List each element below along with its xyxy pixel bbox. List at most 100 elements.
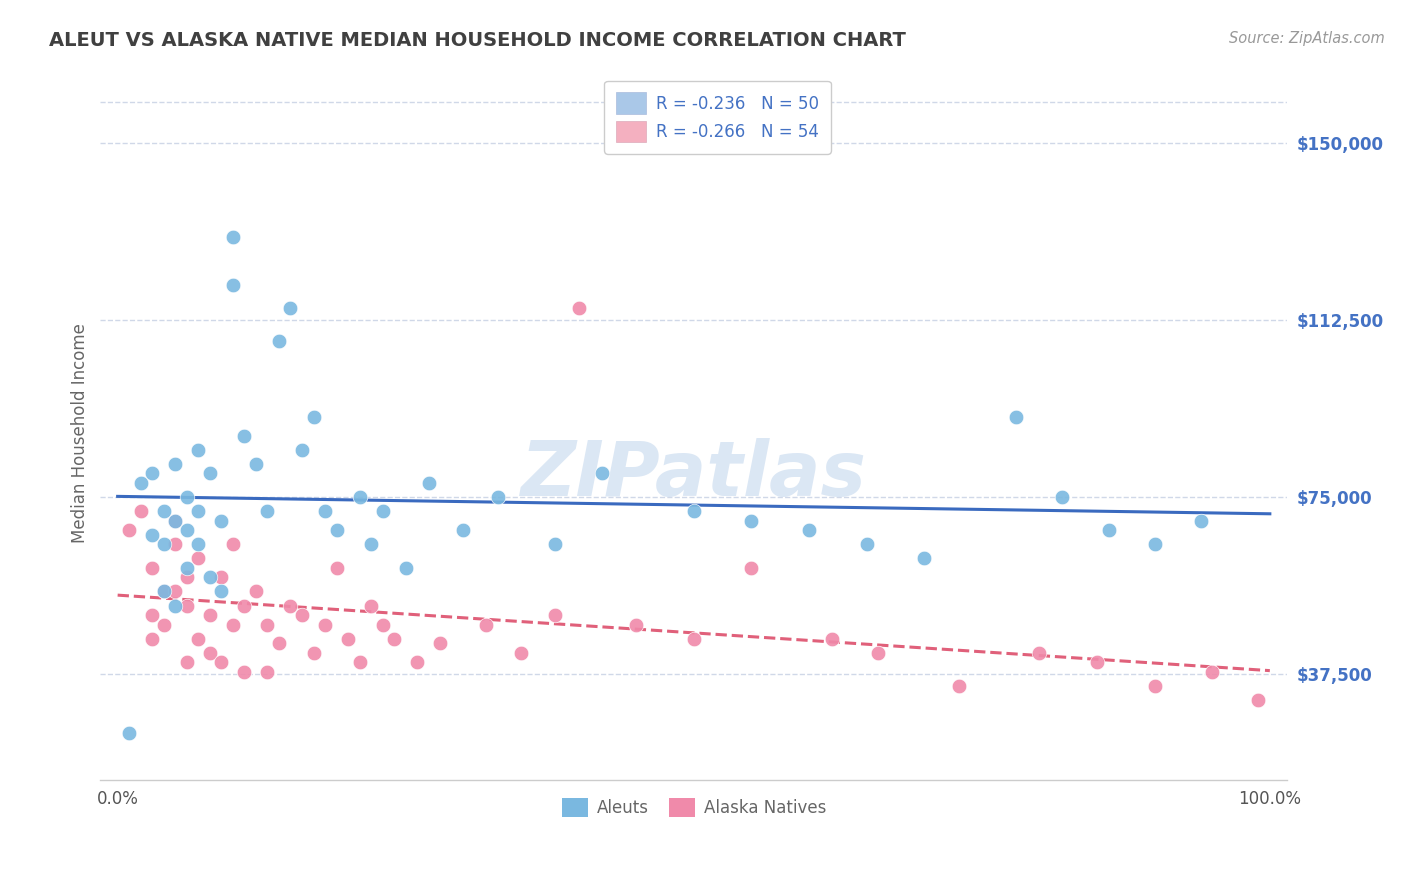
Point — [233, 665, 256, 679]
Point — [349, 490, 371, 504]
Point — [187, 551, 209, 566]
Text: Source: ZipAtlas.com: Source: ZipAtlas.com — [1229, 31, 1385, 46]
Point — [152, 504, 174, 518]
Point — [486, 490, 509, 504]
Point — [821, 632, 844, 646]
Point — [682, 632, 704, 646]
Point — [187, 537, 209, 551]
Point — [222, 617, 245, 632]
Point — [141, 608, 163, 623]
Point — [740, 561, 762, 575]
Point — [176, 570, 198, 584]
Point — [371, 504, 394, 518]
Point — [222, 230, 245, 244]
Point — [1201, 665, 1223, 679]
Point — [152, 537, 174, 551]
Point — [209, 655, 232, 669]
Point — [740, 514, 762, 528]
Point — [1085, 655, 1108, 669]
Point — [395, 561, 418, 575]
Text: ZIPatlas: ZIPatlas — [520, 438, 866, 512]
Point — [233, 428, 256, 442]
Point — [337, 632, 360, 646]
Point — [187, 632, 209, 646]
Point — [1052, 490, 1074, 504]
Point — [453, 523, 475, 537]
Point — [118, 523, 141, 537]
Point — [382, 632, 405, 646]
Point — [209, 570, 232, 584]
Point — [198, 608, 221, 623]
Point — [176, 523, 198, 537]
Point — [325, 523, 347, 537]
Point — [544, 608, 567, 623]
Point — [209, 584, 232, 599]
Point — [176, 490, 198, 504]
Point — [165, 457, 187, 471]
Point — [165, 537, 187, 551]
Point — [280, 599, 302, 613]
Point — [152, 584, 174, 599]
Point — [222, 537, 245, 551]
Point — [245, 457, 267, 471]
Point — [509, 646, 531, 660]
Point — [360, 537, 382, 551]
Point — [418, 475, 440, 490]
Point — [475, 617, 498, 632]
Point — [222, 277, 245, 292]
Point — [371, 617, 394, 632]
Point — [141, 467, 163, 481]
Point — [187, 442, 209, 457]
Point — [245, 584, 267, 599]
Point — [267, 334, 290, 349]
Text: ALEUT VS ALASKA NATIVE MEDIAN HOUSEHOLD INCOME CORRELATION CHART: ALEUT VS ALASKA NATIVE MEDIAN HOUSEHOLD … — [49, 31, 905, 50]
Legend: Aleuts, Alaska Natives: Aleuts, Alaska Natives — [555, 791, 832, 824]
Point — [291, 442, 314, 457]
Point — [1189, 514, 1212, 528]
Point — [1028, 646, 1050, 660]
Point — [187, 504, 209, 518]
Point — [291, 608, 314, 623]
Point — [176, 655, 198, 669]
Point — [165, 599, 187, 613]
Point — [855, 537, 877, 551]
Point — [141, 528, 163, 542]
Point — [256, 504, 278, 518]
Point — [797, 523, 820, 537]
Point — [314, 504, 336, 518]
Point — [1097, 523, 1119, 537]
Point — [302, 646, 325, 660]
Point — [165, 584, 187, 599]
Point — [176, 561, 198, 575]
Point — [152, 584, 174, 599]
Point — [591, 467, 613, 481]
Point — [325, 561, 347, 575]
Point — [129, 475, 152, 490]
Point — [948, 679, 970, 693]
Point — [1247, 693, 1270, 707]
Point — [624, 617, 647, 632]
Point — [360, 599, 382, 613]
Point — [198, 467, 221, 481]
Point — [406, 655, 429, 669]
Point — [152, 617, 174, 632]
Point — [141, 632, 163, 646]
Point — [165, 514, 187, 528]
Point — [118, 726, 141, 740]
Point — [129, 504, 152, 518]
Point — [256, 665, 278, 679]
Point — [868, 646, 890, 660]
Point — [198, 570, 221, 584]
Point — [1143, 679, 1166, 693]
Point — [567, 301, 589, 316]
Point — [280, 301, 302, 316]
Point — [165, 514, 187, 528]
Point — [429, 636, 451, 650]
Point — [1005, 409, 1028, 424]
Point — [302, 409, 325, 424]
Point — [198, 646, 221, 660]
Point — [233, 599, 256, 613]
Point — [314, 617, 336, 632]
Point — [544, 537, 567, 551]
Point — [209, 514, 232, 528]
